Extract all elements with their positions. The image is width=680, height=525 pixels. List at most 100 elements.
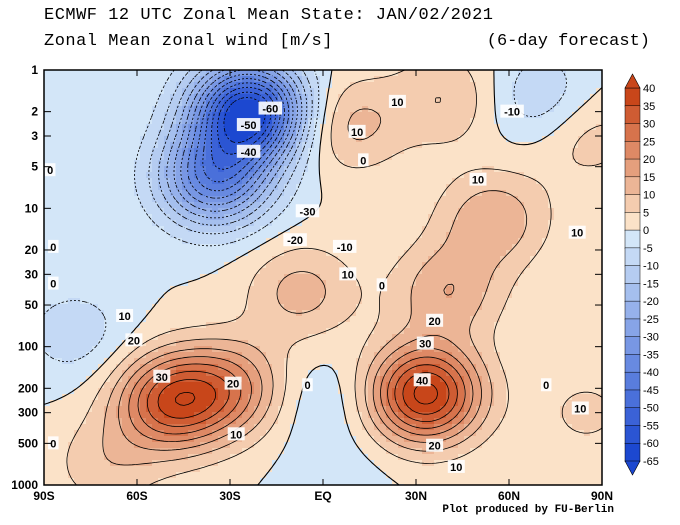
field-cell bbox=[596, 124, 602, 131]
field-cell bbox=[242, 334, 249, 341]
field-cell bbox=[518, 70, 525, 77]
field-cell bbox=[296, 178, 303, 185]
field-cell bbox=[494, 358, 501, 365]
field-cell bbox=[110, 238, 117, 245]
field-cell bbox=[68, 388, 75, 395]
field-cell bbox=[218, 130, 225, 137]
field-cell bbox=[44, 70, 51, 77]
field-cell bbox=[278, 316, 285, 323]
field-cell bbox=[266, 298, 273, 305]
field-cell bbox=[530, 358, 537, 365]
field-cell bbox=[392, 244, 399, 251]
field-cell bbox=[554, 214, 561, 221]
field-cell bbox=[224, 268, 231, 275]
field-cell bbox=[566, 172, 573, 179]
field-cell bbox=[140, 202, 147, 209]
field-cell bbox=[458, 328, 465, 335]
field-cell bbox=[560, 286, 567, 293]
field-cell bbox=[98, 262, 105, 269]
field-cell bbox=[86, 214, 93, 221]
field-cell bbox=[428, 154, 435, 161]
field-cell bbox=[122, 196, 129, 203]
field-cell bbox=[464, 316, 471, 323]
field-cell bbox=[578, 334, 585, 341]
field-cell bbox=[188, 208, 195, 215]
field-cell bbox=[284, 370, 291, 377]
field-cell bbox=[578, 346, 585, 353]
field-cell bbox=[50, 328, 57, 335]
field-cell bbox=[344, 346, 351, 353]
field-cell bbox=[74, 370, 81, 377]
field-cell bbox=[140, 370, 147, 377]
field-cell bbox=[116, 280, 123, 287]
field-cell bbox=[554, 334, 561, 341]
field-cell bbox=[110, 268, 117, 275]
field-cell bbox=[404, 268, 411, 275]
field-cell bbox=[536, 304, 543, 311]
field-cell bbox=[152, 190, 159, 197]
field-cell bbox=[116, 100, 123, 107]
field-cell bbox=[464, 148, 471, 155]
field-cell bbox=[122, 208, 129, 215]
field-cell bbox=[560, 106, 567, 113]
field-cell bbox=[470, 304, 477, 311]
field-cell bbox=[104, 304, 111, 311]
field-cell bbox=[326, 238, 333, 245]
field-cell bbox=[392, 160, 399, 167]
field-cell bbox=[290, 358, 297, 365]
field-cell bbox=[572, 220, 579, 227]
field-cell bbox=[404, 388, 411, 395]
field-cell bbox=[422, 238, 429, 245]
field-cell bbox=[302, 274, 309, 281]
field-cell bbox=[134, 106, 141, 113]
field-cell bbox=[374, 268, 381, 275]
field-cell bbox=[518, 94, 525, 101]
field-cell bbox=[56, 244, 63, 251]
field-cell bbox=[116, 250, 123, 257]
field-cell bbox=[212, 82, 219, 89]
field-cell bbox=[410, 358, 417, 365]
field-cell bbox=[80, 190, 87, 197]
field-cell bbox=[452, 160, 459, 167]
field-cell bbox=[218, 142, 225, 149]
field-cell bbox=[98, 250, 105, 257]
field-cell bbox=[380, 322, 387, 329]
field-cell bbox=[380, 148, 387, 155]
field-cell bbox=[218, 226, 225, 233]
field-cell bbox=[464, 88, 471, 95]
field-cell bbox=[56, 376, 63, 383]
field-cell bbox=[62, 178, 69, 185]
field-cell bbox=[446, 358, 453, 365]
field-cell bbox=[314, 238, 321, 245]
field-cell bbox=[596, 256, 602, 263]
field-cell bbox=[260, 358, 267, 365]
field-cell bbox=[134, 94, 141, 101]
field-cell bbox=[572, 280, 579, 287]
field-cell bbox=[50, 352, 57, 359]
field-cell bbox=[536, 100, 543, 107]
field-cell bbox=[458, 220, 465, 227]
field-cell bbox=[44, 292, 51, 299]
field-cell bbox=[566, 100, 573, 107]
field-cell bbox=[452, 124, 459, 131]
field-cell bbox=[272, 328, 279, 335]
field-cell bbox=[158, 94, 165, 101]
field-cell bbox=[98, 76, 105, 83]
field-cell bbox=[56, 280, 63, 287]
field-cell bbox=[584, 340, 591, 347]
field-cell bbox=[566, 286, 573, 293]
field-cell bbox=[380, 358, 387, 365]
field-cell bbox=[494, 178, 501, 185]
field-cell bbox=[398, 274, 405, 281]
field-cell bbox=[176, 286, 183, 293]
field-cell bbox=[518, 88, 525, 95]
field-cell bbox=[596, 364, 602, 371]
field-cell bbox=[536, 256, 543, 263]
field-cell bbox=[590, 172, 597, 179]
field-cell bbox=[386, 178, 393, 185]
field-cell bbox=[92, 262, 99, 269]
field-cell bbox=[584, 76, 591, 83]
field-cell bbox=[464, 238, 471, 245]
field-cell bbox=[194, 376, 201, 383]
field-cell bbox=[596, 202, 602, 209]
